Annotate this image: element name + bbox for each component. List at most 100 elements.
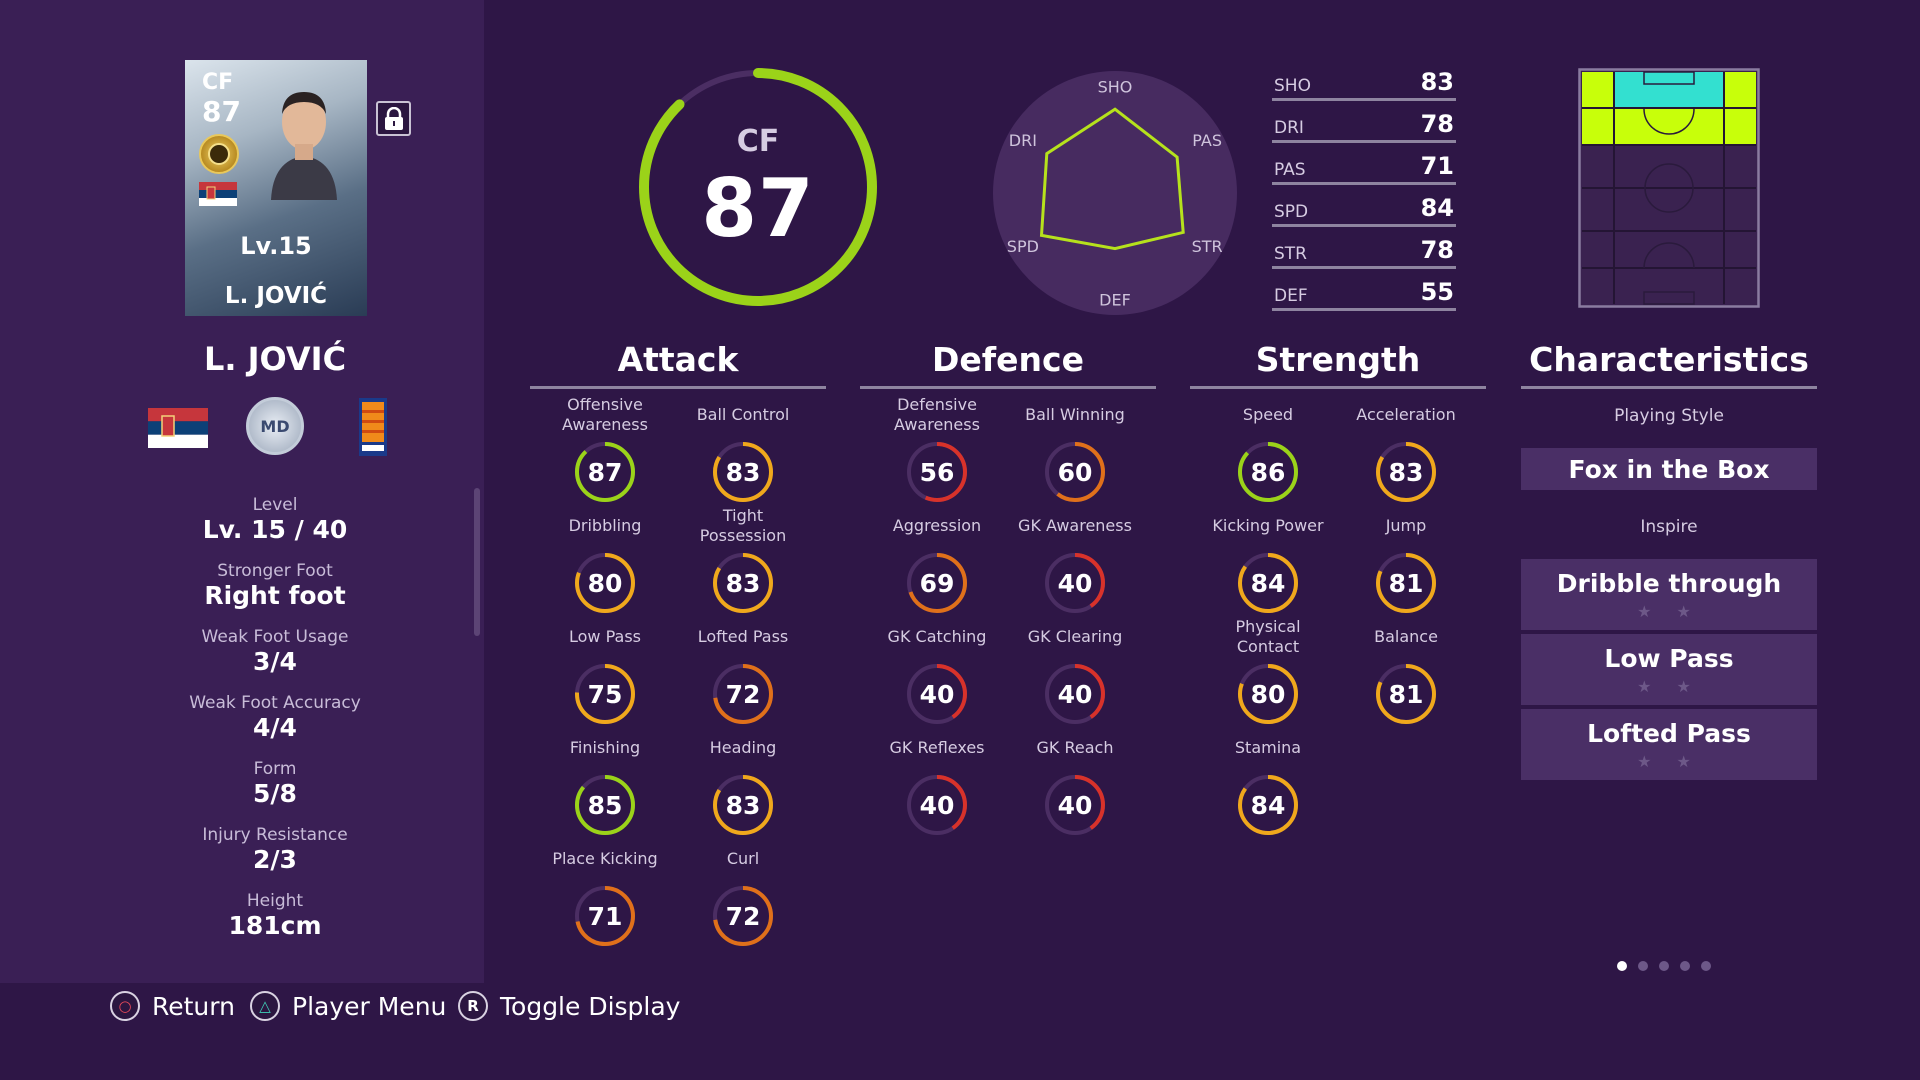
gauge-ring xyxy=(1238,664,1298,724)
gauge-ball-control[interactable]: Ball Control 83 xyxy=(668,395,818,502)
gauge-offensive-awareness[interactable]: Offensive Awareness 87 xyxy=(530,395,680,502)
strength-divider xyxy=(1190,386,1486,389)
page-dot[interactable] xyxy=(1680,961,1690,971)
inspire-item[interactable]: Low Pass ★ ★ xyxy=(1521,634,1817,705)
gauge-ring xyxy=(907,442,967,502)
gauge-balance[interactable]: Balance 81 xyxy=(1331,617,1481,724)
gauge-label: Tight Possession xyxy=(668,506,818,546)
attribute-radar-chart: SHO PAS STR DEF SPD DRI xyxy=(993,71,1237,315)
info-value: Right foot xyxy=(204,581,346,610)
lock-button[interactable] xyxy=(376,101,411,136)
inspire-item[interactable]: Lofted Pass ★ ★ xyxy=(1521,709,1817,780)
stat-row-dri: DRI 78 xyxy=(1272,110,1456,144)
lock-icon xyxy=(384,106,403,130)
gauge-value: 40 xyxy=(1057,679,1093,709)
gauge-label: GK Awareness xyxy=(1000,516,1150,536)
gauge-aggression[interactable]: Aggression 69 xyxy=(862,506,1012,613)
gauge-ring xyxy=(575,442,635,502)
gauge-value: 72 xyxy=(725,679,761,709)
gauge-label: GK Reflexes xyxy=(862,738,1012,758)
info-label: Weak Foot Accuracy xyxy=(189,693,361,713)
characteristics-title: Characteristics xyxy=(1529,340,1809,379)
gauge-gk-reflexes[interactable]: GK Reflexes 40 xyxy=(862,728,1012,835)
radar-axis-label: SHO xyxy=(1098,78,1133,97)
page-dot[interactable] xyxy=(1617,961,1627,971)
prompt-player-menu[interactable]: △ Player Menu xyxy=(250,988,446,1024)
gauge-value: 81 xyxy=(1388,568,1424,598)
info-value: 5/8 xyxy=(253,779,297,808)
gauge-label: GK Reach xyxy=(1000,738,1150,758)
info-label: Height xyxy=(246,891,304,911)
gauge-gk-awareness[interactable]: GK Awareness 40 xyxy=(1000,506,1150,613)
page-dot[interactable] xyxy=(1659,961,1669,971)
stat-bar xyxy=(1272,224,1456,227)
stat-label: STR xyxy=(1274,244,1307,264)
gauge-label-line: Tight xyxy=(722,506,764,525)
strength-title: Strength xyxy=(1255,340,1421,379)
card-name: L. JOVIĆ xyxy=(224,283,328,309)
player-card[interactable]: CF 87 Lv.15 L. JOVIĆ xyxy=(185,60,367,316)
gauge-lofted-pass[interactable]: Lofted Pass 72 xyxy=(668,617,818,724)
gauge-ring xyxy=(1376,664,1436,724)
gauge-gk-reach[interactable]: GK Reach 40 xyxy=(1000,728,1150,835)
playing-style-label: Playing Style xyxy=(1614,406,1724,426)
stat-label: DEF xyxy=(1274,286,1308,306)
inspire-item[interactable]: Dribble through ★ ★ xyxy=(1521,559,1817,630)
stat-row-sho: SHO 83 xyxy=(1272,68,1456,102)
playing-style-box[interactable]: Fox in the Box xyxy=(1521,448,1817,490)
gauge-ring xyxy=(907,553,967,613)
overall-value: 87 xyxy=(701,162,815,255)
gauge-label-line: GK Reflexes xyxy=(889,738,985,757)
gauge-heading[interactable]: Heading 83 xyxy=(668,728,818,835)
gauge-ring xyxy=(1376,553,1436,613)
triangle-button-icon: △ xyxy=(250,991,280,1021)
gauge-ring xyxy=(713,886,773,946)
gauge-speed[interactable]: Speed 86 xyxy=(1193,395,1343,502)
page-dot[interactable] xyxy=(1701,961,1711,971)
stat-bar xyxy=(1272,266,1456,269)
gauge-tight-possession[interactable]: Tight Possession 83 xyxy=(668,506,818,613)
info-scrollbar[interactable] xyxy=(474,488,480,636)
gauge-jump[interactable]: Jump 81 xyxy=(1331,506,1481,613)
stat-label: DRI xyxy=(1274,118,1304,138)
characteristics-divider xyxy=(1521,386,1817,389)
gauge-stamina[interactable]: Stamina 84 xyxy=(1193,728,1343,835)
gauge-physical-contact[interactable]: Physical Contact 80 xyxy=(1193,617,1343,724)
prompt-label: Player Menu xyxy=(292,991,447,1021)
serbia-flag-icon xyxy=(199,182,237,206)
prompt-return[interactable]: ○ Return xyxy=(110,988,235,1024)
info-value: 181cm xyxy=(228,911,322,940)
gauge-label-line: Awareness xyxy=(562,415,648,434)
gauge-dribbling[interactable]: Dribbling 80 xyxy=(530,506,680,613)
attack-divider xyxy=(530,386,826,389)
gauge-low-pass[interactable]: Low Pass 75 xyxy=(530,617,680,724)
gauge-curl[interactable]: Curl 72 xyxy=(668,839,818,946)
gauge-label-line: Aggression xyxy=(892,516,982,535)
gauge-finishing[interactable]: Finishing 85 xyxy=(530,728,680,835)
gauge-place-kicking[interactable]: Place Kicking 71 xyxy=(530,839,680,946)
prompt-label: Return xyxy=(152,991,235,1021)
gauge-gk-clearing[interactable]: GK Clearing 40 xyxy=(1000,617,1150,724)
page-dot[interactable] xyxy=(1638,961,1648,971)
club-badge-icon: MD xyxy=(246,397,304,455)
gauge-ring xyxy=(713,775,773,835)
gauge-kicking-power[interactable]: Kicking Power 84 xyxy=(1193,506,1343,613)
gauge-ring xyxy=(575,886,635,946)
gauge-ring xyxy=(575,775,635,835)
prompt-toggle-display[interactable]: R Toggle Display xyxy=(458,988,680,1024)
gauge-label-line: Balance xyxy=(1374,627,1438,646)
gauge-defensive-awareness[interactable]: Defensive Awareness 56 xyxy=(862,395,1012,502)
stat-value: 55 xyxy=(1420,278,1454,306)
star-icon: ★ ★ xyxy=(1637,751,1701,771)
gauge-gk-catching[interactable]: GK Catching 40 xyxy=(862,617,1012,724)
gauge-ball-winning[interactable]: Ball Winning 60 xyxy=(1000,395,1150,502)
gauge-label-line: Contact xyxy=(1236,637,1300,656)
gauge-ring xyxy=(1376,442,1436,502)
gauge-label-line: Ball Control xyxy=(696,405,790,424)
gauge-ring xyxy=(907,775,967,835)
gauge-ring xyxy=(1045,442,1105,502)
page-indicator[interactable] xyxy=(1617,960,1717,972)
gauge-acceleration[interactable]: Acceleration 83 xyxy=(1331,395,1481,502)
club-badge-text: MD xyxy=(260,416,290,436)
playing-style-value: Fox in the Box xyxy=(1568,454,1770,484)
